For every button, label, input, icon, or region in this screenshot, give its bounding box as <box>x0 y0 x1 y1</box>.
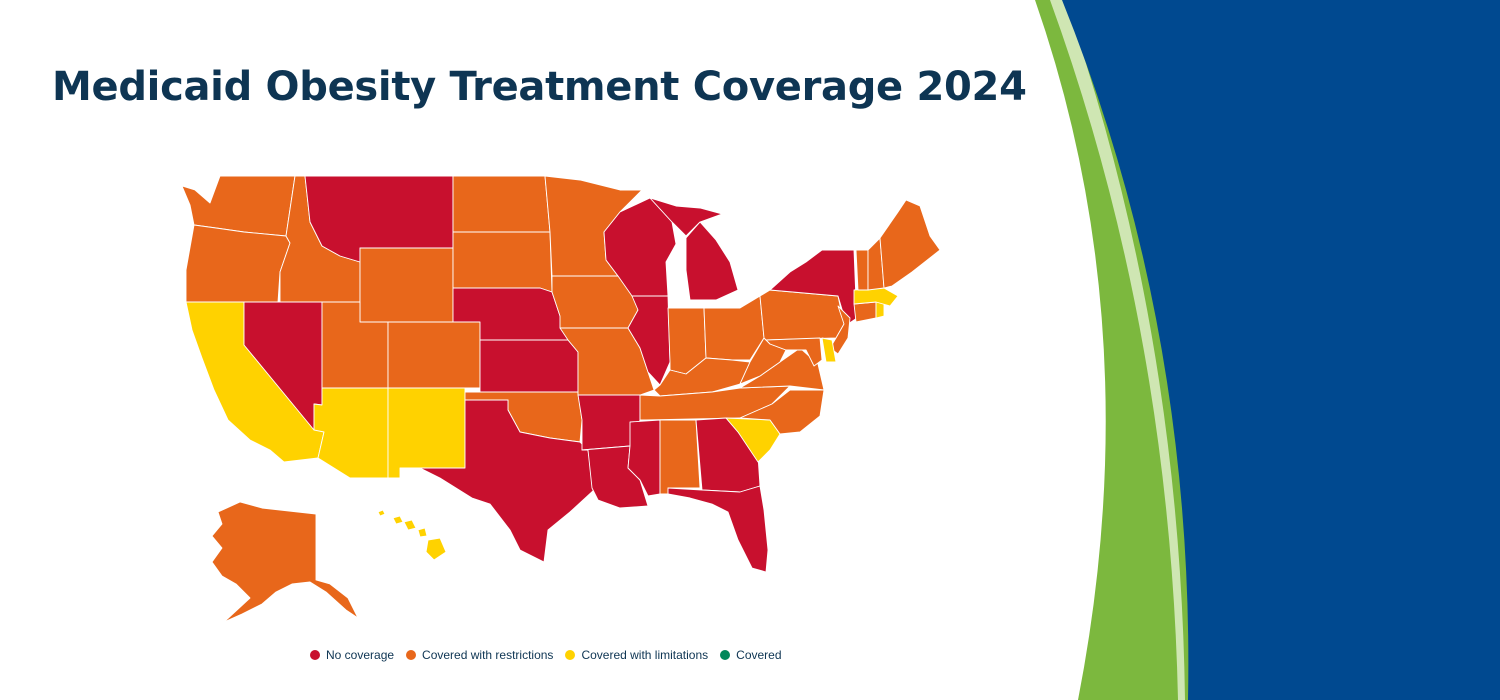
legend-label: Covered with limitations <box>581 648 709 662</box>
legend-item-limitations: Covered with limitations <box>565 648 708 662</box>
state-mi-upper[interactable] <box>649 197 723 237</box>
state-az[interactable] <box>313 387 389 479</box>
legend-swatch <box>565 650 576 660</box>
state-de[interactable] <box>821 337 837 363</box>
state-ct[interactable] <box>853 301 877 323</box>
legend-swatch <box>406 650 417 660</box>
page-title: Medicaid Obesity Treatment Coverage 2024 <box>52 64 1027 110</box>
legend-item-restrictions: Covered with restrictions <box>406 648 553 662</box>
legend-label: Covered with restrictions <box>422 648 554 662</box>
state-co[interactable] <box>387 321 481 389</box>
state-nm[interactable] <box>387 387 466 479</box>
state-hi[interactable] <box>377 509 447 561</box>
state-sd[interactable] <box>452 231 553 293</box>
state-me[interactable] <box>879 199 941 289</box>
state-wi[interactable] <box>603 197 677 297</box>
us-coverage-map <box>181 175 941 623</box>
state-pa[interactable] <box>759 289 845 341</box>
state-or[interactable] <box>185 224 291 303</box>
state-wy[interactable] <box>359 247 454 323</box>
legend-label: No coverage <box>326 648 395 662</box>
state-nc[interactable] <box>739 389 825 435</box>
green-swoosh <box>1035 0 1191 700</box>
legend-label: Covered <box>736 648 782 662</box>
state-fl[interactable] <box>667 485 769 573</box>
state-vt[interactable] <box>855 249 869 291</box>
state-md[interactable] <box>765 337 823 367</box>
state-nd[interactable] <box>452 175 551 233</box>
map-legend: No coverage Covered with restrictions Cove… <box>310 648 794 662</box>
navy-panel <box>1062 0 1500 700</box>
state-mi[interactable] <box>685 221 739 301</box>
state-oh[interactable] <box>703 295 765 361</box>
state-tn[interactable] <box>639 385 791 421</box>
legend-swatch <box>310 650 320 660</box>
legend-item-no-coverage: No coverage <box>310 648 394 662</box>
state-al[interactable] <box>659 419 701 495</box>
state-ak[interactable] <box>211 501 359 623</box>
state-ks[interactable] <box>479 339 579 393</box>
legend-swatch <box>720 650 731 660</box>
state-tx[interactable] <box>419 399 595 563</box>
legend-item-covered: Covered <box>720 648 782 662</box>
